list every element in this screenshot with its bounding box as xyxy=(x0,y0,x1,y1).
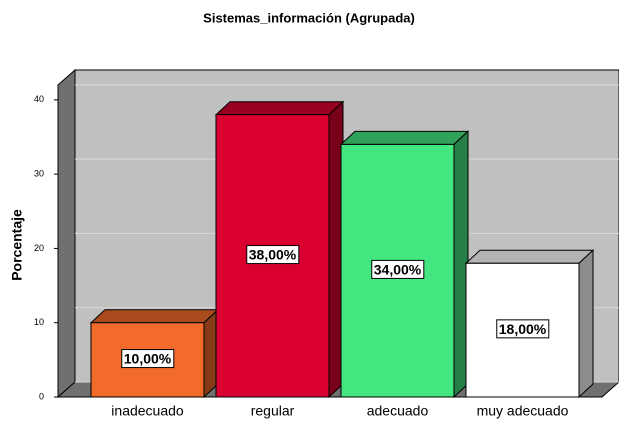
chart-title: Sistemas_información (Agrupada) xyxy=(203,10,415,25)
value-label: 38,00% xyxy=(249,247,297,263)
x-tick-label: regular xyxy=(251,403,295,419)
value-label-box xyxy=(246,245,300,265)
value-label: 18,00% xyxy=(499,321,547,337)
bar-top xyxy=(89,309,220,324)
y-axis-label: Porcentaje xyxy=(9,209,25,281)
value-label-box xyxy=(121,349,175,369)
value-label-box xyxy=(371,259,425,279)
bar-side xyxy=(578,249,594,399)
y-tick-label: 0 xyxy=(39,391,44,401)
side-wall xyxy=(57,68,76,399)
bar-top xyxy=(339,130,470,145)
x-tick-label: muy adecuado xyxy=(477,403,569,419)
value-label: 34,00% xyxy=(374,261,422,277)
value-label: 10,00% xyxy=(124,351,172,367)
value-label-box xyxy=(496,319,550,339)
bar-top xyxy=(214,101,345,116)
x-tick-label: adecuado xyxy=(367,403,429,419)
y-tick-label: 10 xyxy=(34,317,44,327)
y-tick-label: 30 xyxy=(34,169,44,179)
y-tick-label: 40 xyxy=(34,94,44,104)
bar-top xyxy=(464,249,595,264)
y-tick-label: 20 xyxy=(34,243,44,253)
x-tick-label: inadecuado xyxy=(111,403,184,419)
